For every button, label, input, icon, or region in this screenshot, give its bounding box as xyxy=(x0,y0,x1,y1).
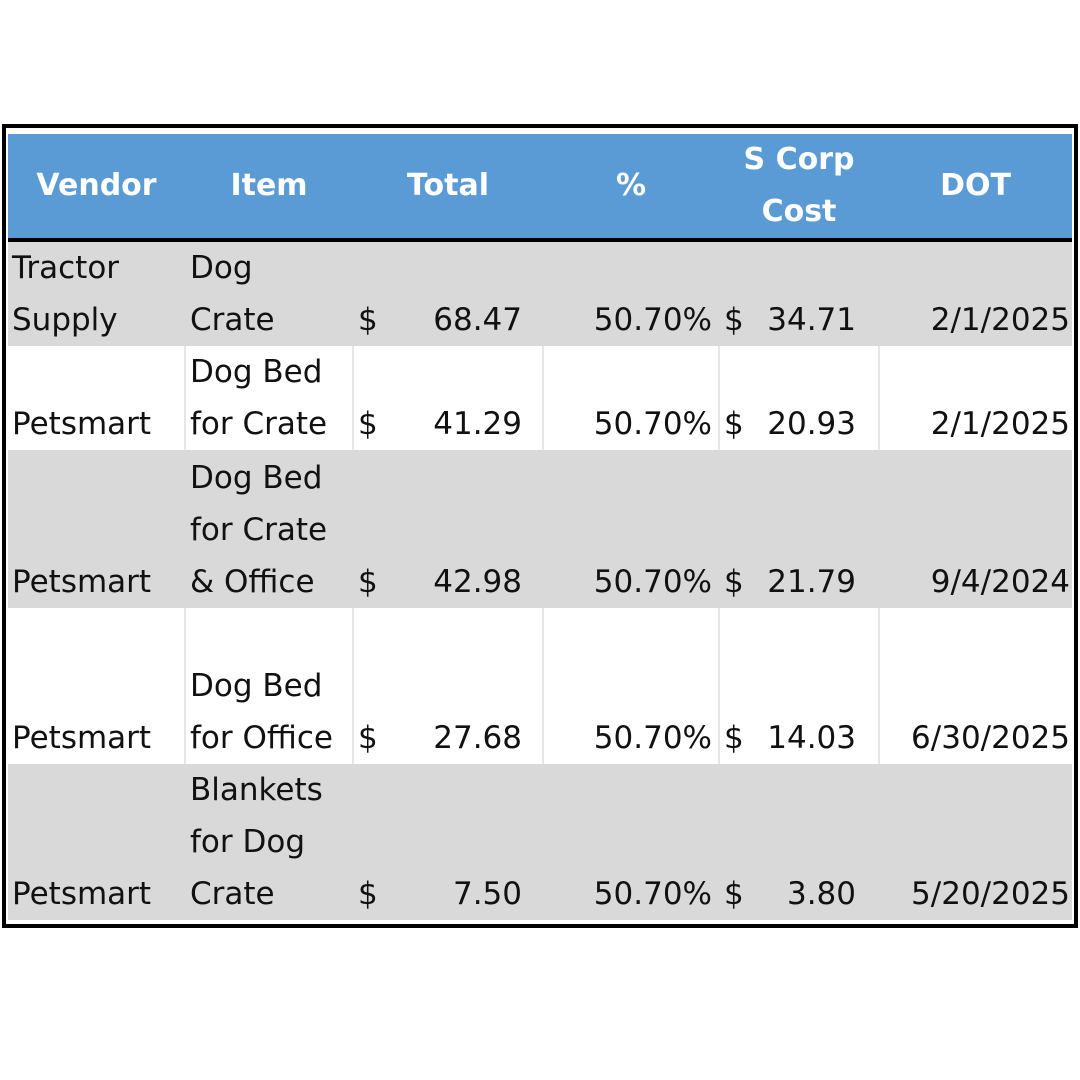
table-row: Petsmart Dog Bed for Crate $ 41.29 50.70… xyxy=(8,346,1072,450)
pct-cell: 50.70% xyxy=(542,764,719,920)
vendor-cell: Petsmart xyxy=(8,346,185,450)
item-cell: Dog Crate xyxy=(184,240,353,346)
currency-symbol: $ xyxy=(724,406,744,442)
total-cell: $ 27.68 xyxy=(352,608,543,764)
scorp-cost-cell: $ 3.80 xyxy=(718,764,879,920)
table-body: Tractor Supply Dog Crate $ 68.47 50.70% … xyxy=(8,240,1072,920)
scorp-cost-cell: $ 34.71 xyxy=(718,240,879,346)
item-line: Dog Bed xyxy=(190,668,323,704)
dot-cell: 2/1/2025 xyxy=(878,346,1072,450)
table-row: Tractor Supply Dog Crate $ 68.47 50.70% … xyxy=(8,240,1072,346)
item-line: Dog xyxy=(190,250,253,286)
currency-symbol: $ xyxy=(724,876,744,912)
total-cell: $ 7.50 xyxy=(352,764,543,920)
currency-symbol: $ xyxy=(724,564,744,600)
item-line: for Dog xyxy=(190,824,305,860)
total-value: 41.29 xyxy=(433,406,522,442)
header-scorp-line1: S Corp xyxy=(743,142,855,177)
item-line: Dog Bed xyxy=(190,460,323,496)
pct-cell: 50.70% xyxy=(542,608,719,764)
currency-symbol: $ xyxy=(358,302,378,338)
vendor-cell: Tractor Supply xyxy=(8,240,185,346)
pct-cell: 50.70% xyxy=(542,450,719,608)
total-cell: $ 42.98 xyxy=(352,450,543,608)
scorp-cost-value: 34.71 xyxy=(767,302,856,338)
currency-symbol: $ xyxy=(358,876,378,912)
scorp-cost-value: 21.79 xyxy=(767,564,856,600)
scorp-cost-cell: $ 21.79 xyxy=(718,450,879,608)
currency-symbol: $ xyxy=(358,406,378,442)
header-dot: DOT xyxy=(879,134,1072,242)
dot-cell: 2/1/2025 xyxy=(878,240,1072,346)
table-row: Petsmart Blankets for Dog Crate $ 7.50 5… xyxy=(8,764,1072,920)
scorp-cost-cell: $ 20.93 xyxy=(718,346,879,450)
vendor-cell: Petsmart xyxy=(8,450,185,608)
header-row: Vendor Item Total % S Corp Cost DOT xyxy=(8,134,1072,242)
item-line: Blankets xyxy=(190,772,323,808)
dot-cell: 5/20/2025 xyxy=(878,764,1072,920)
item-cell: Dog Bed for Crate xyxy=(184,346,353,450)
pct-cell: 50.70% xyxy=(542,240,719,346)
header-total: Total xyxy=(353,134,543,242)
item-cell: Dog Bed for Office xyxy=(184,608,353,764)
total-cell: $ 68.47 xyxy=(352,240,543,346)
header-vendor: Vendor xyxy=(8,134,185,242)
total-value: 7.50 xyxy=(452,876,522,912)
currency-symbol: $ xyxy=(358,564,378,600)
currency-symbol: $ xyxy=(358,720,378,756)
expense-table: Vendor Item Total % S Corp Cost DOT Trac… xyxy=(8,134,1072,920)
item-line: Crate xyxy=(190,302,275,338)
total-value: 68.47 xyxy=(433,302,522,338)
scorp-cost-cell: $ 14.03 xyxy=(718,608,879,764)
header-pct: % xyxy=(543,134,719,242)
item-line: Dog Bed xyxy=(190,354,323,390)
table-row: Petsmart Dog Bed for Office $ 27.68 50.7… xyxy=(8,608,1072,764)
header-item: Item xyxy=(185,134,353,242)
dot-cell: 9/4/2024 xyxy=(878,450,1072,608)
table-row: Petsmart Dog Bed for Crate & Office $ 42… xyxy=(8,450,1072,608)
pct-cell: 50.70% xyxy=(542,346,719,450)
item-line: Crate xyxy=(190,876,275,912)
header-scorp-cost: S Corp Cost xyxy=(719,134,879,242)
total-value: 27.68 xyxy=(433,720,522,756)
item-cell: Dog Bed for Crate & Office xyxy=(184,450,353,608)
vendor-cell: Petsmart xyxy=(8,608,185,764)
item-cell: Blankets for Dog Crate xyxy=(184,764,353,920)
total-cell: $ 41.29 xyxy=(352,346,543,450)
item-line: & Office xyxy=(190,564,315,600)
total-value: 42.98 xyxy=(433,564,522,600)
scorp-cost-value: 20.93 xyxy=(767,406,856,442)
item-line: for Crate xyxy=(190,512,328,548)
currency-symbol: $ xyxy=(724,302,744,338)
scorp-cost-value: 14.03 xyxy=(767,720,856,756)
vendor-line: Supply xyxy=(12,302,118,338)
dot-cell: 6/30/2025 xyxy=(878,608,1072,764)
scorp-cost-value: 3.80 xyxy=(786,876,856,912)
vendor-line: Tractor xyxy=(12,250,120,286)
item-line: for Crate xyxy=(190,406,328,442)
currency-symbol: $ xyxy=(724,720,744,756)
vendor-cell: Petsmart xyxy=(8,764,185,920)
header-scorp-line2: Cost xyxy=(761,194,837,229)
item-line: for Office xyxy=(190,720,333,756)
